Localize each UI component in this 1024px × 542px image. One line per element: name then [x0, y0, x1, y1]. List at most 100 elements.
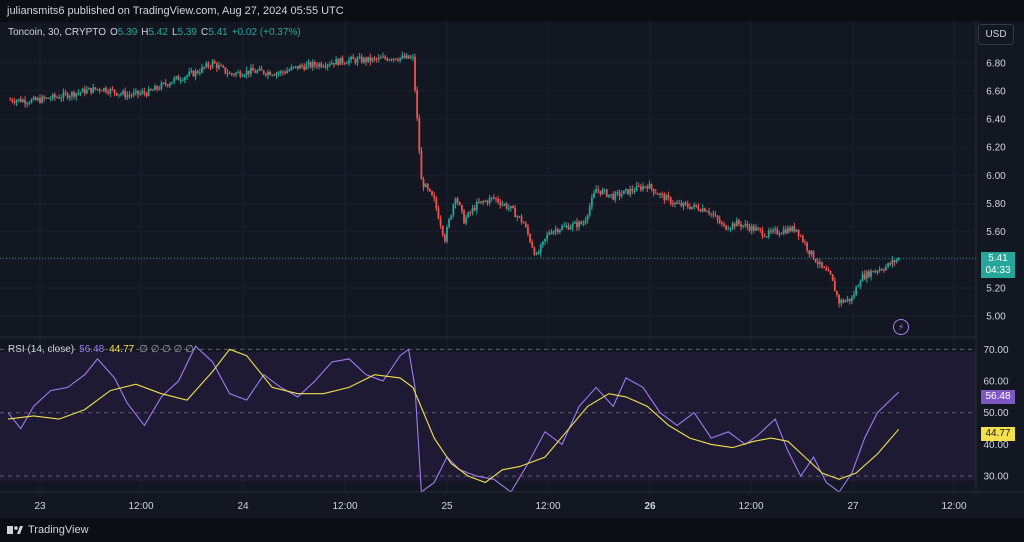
- last-price-tag: 5.41 04:33: [981, 252, 1015, 278]
- candle-body: [375, 58, 378, 60]
- candle-body: [34, 97, 37, 101]
- candle-body: [149, 88, 152, 91]
- candle-body: [424, 184, 427, 188]
- candle-body: [806, 242, 809, 251]
- candle-body: [642, 186, 644, 190]
- candle-body: [821, 261, 823, 267]
- rsi-line: [7, 345, 900, 494]
- candle-body: [859, 281, 862, 286]
- candle-body: [183, 77, 186, 81]
- candle-body: [804, 241, 806, 243]
- candle-body: [11, 99, 14, 102]
- candle-body: [738, 220, 740, 224]
- candle-body: [79, 92, 82, 94]
- candle-body: [608, 194, 610, 197]
- candle-body: [232, 74, 235, 76]
- candle-body: [92, 87, 95, 93]
- candle-body: [41, 96, 43, 103]
- rsi-tag-text: 56.48: [985, 391, 1011, 402]
- candle-body: [241, 75, 244, 77]
- low-group: L5.39: [172, 27, 197, 38]
- rsi-ma-line: [7, 348, 900, 484]
- candle-body: [267, 71, 269, 76]
- candle-body: [512, 206, 514, 209]
- candle-body: [846, 298, 849, 301]
- candle-body: [397, 59, 399, 61]
- candle-body: [895, 259, 898, 263]
- candle-body: [520, 216, 523, 223]
- price-series: [0, 51, 976, 308]
- candle-body: [66, 93, 69, 99]
- candle-body: [840, 299, 843, 304]
- candle-body: [269, 71, 272, 76]
- candle-body: [62, 92, 65, 98]
- candle-body: [418, 118, 421, 152]
- candle-body: [471, 208, 474, 213]
- rsi-tick-label: 40.00: [983, 440, 1008, 451]
- candle-body: [853, 294, 855, 298]
- candle-body: [693, 204, 696, 207]
- candle-body: [682, 202, 685, 207]
- candle-body: [326, 64, 329, 67]
- candle-body: [671, 203, 674, 205]
- candle-body: [458, 202, 461, 206]
- candle-body: [816, 262, 819, 265]
- candle-body: [576, 222, 578, 228]
- candle-body: [441, 226, 444, 235]
- candle-body: [324, 66, 327, 68]
- candle-body: [495, 197, 497, 199]
- candle-body: [825, 268, 828, 271]
- candle-body: [691, 206, 693, 209]
- candle-body: [554, 229, 557, 232]
- candle-body: [443, 234, 446, 242]
- candle-body: [117, 94, 120, 96]
- candle-body: [874, 271, 877, 273]
- candle-body: [252, 67, 254, 71]
- candle-body: [281, 71, 284, 73]
- price-tick-label: 6.00: [986, 171, 1006, 182]
- candle-body: [13, 101, 16, 103]
- candle-body: [480, 201, 482, 203]
- candle-body: [838, 294, 840, 304]
- candle-body: [482, 201, 485, 203]
- candle-body: [582, 223, 585, 225]
- candle-body: [550, 232, 553, 234]
- candle-body: [716, 215, 719, 220]
- candle-body: [407, 55, 410, 59]
- lightning-icon[interactable]: ⚡: [893, 319, 909, 335]
- candle-body: [595, 189, 598, 193]
- candle-body: [887, 263, 889, 267]
- candle-body: [85, 89, 88, 94]
- candle-body: [209, 66, 212, 68]
- time-tick-label: 23: [34, 501, 46, 512]
- candle-body: [237, 71, 240, 73]
- price-tick-label: 6.80: [986, 58, 1006, 69]
- candle-body: [181, 80, 184, 82]
- candle-body: [245, 70, 248, 76]
- rsi-legend[interactable]: RSI (14, close) 56.48 44.77 ∅ ∅ ∅ ∅ ∅: [8, 344, 194, 355]
- candle-body: [522, 222, 525, 224]
- symbol-legend[interactable]: Toncoin, 30, CRYPTO O5.39 H5.42 L5.39 C5…: [8, 27, 301, 38]
- candle-body: [718, 219, 721, 224]
- candle-body: [627, 189, 630, 195]
- candle-body: [720, 223, 723, 225]
- candle-body: [273, 74, 276, 76]
- candle-body: [475, 201, 478, 211]
- candle-body: [784, 229, 787, 234]
- candle-body: [556, 229, 559, 233]
- candle-body: [452, 204, 455, 216]
- open-value: 5.39: [117, 27, 138, 38]
- time-tick-label: 12:00: [128, 501, 153, 512]
- candle-body: [275, 73, 278, 76]
- candle-body: [43, 96, 46, 99]
- candle-body: [422, 179, 425, 188]
- currency-button[interactable]: USD: [978, 24, 1014, 45]
- candle-body: [633, 191, 636, 193]
- candle-body: [731, 223, 734, 229]
- time-tick-label: 27: [847, 501, 859, 512]
- candle-body: [635, 185, 638, 192]
- candle-body: [109, 88, 112, 94]
- rsi-grid: [0, 348, 976, 477]
- candle-body: [868, 271, 870, 277]
